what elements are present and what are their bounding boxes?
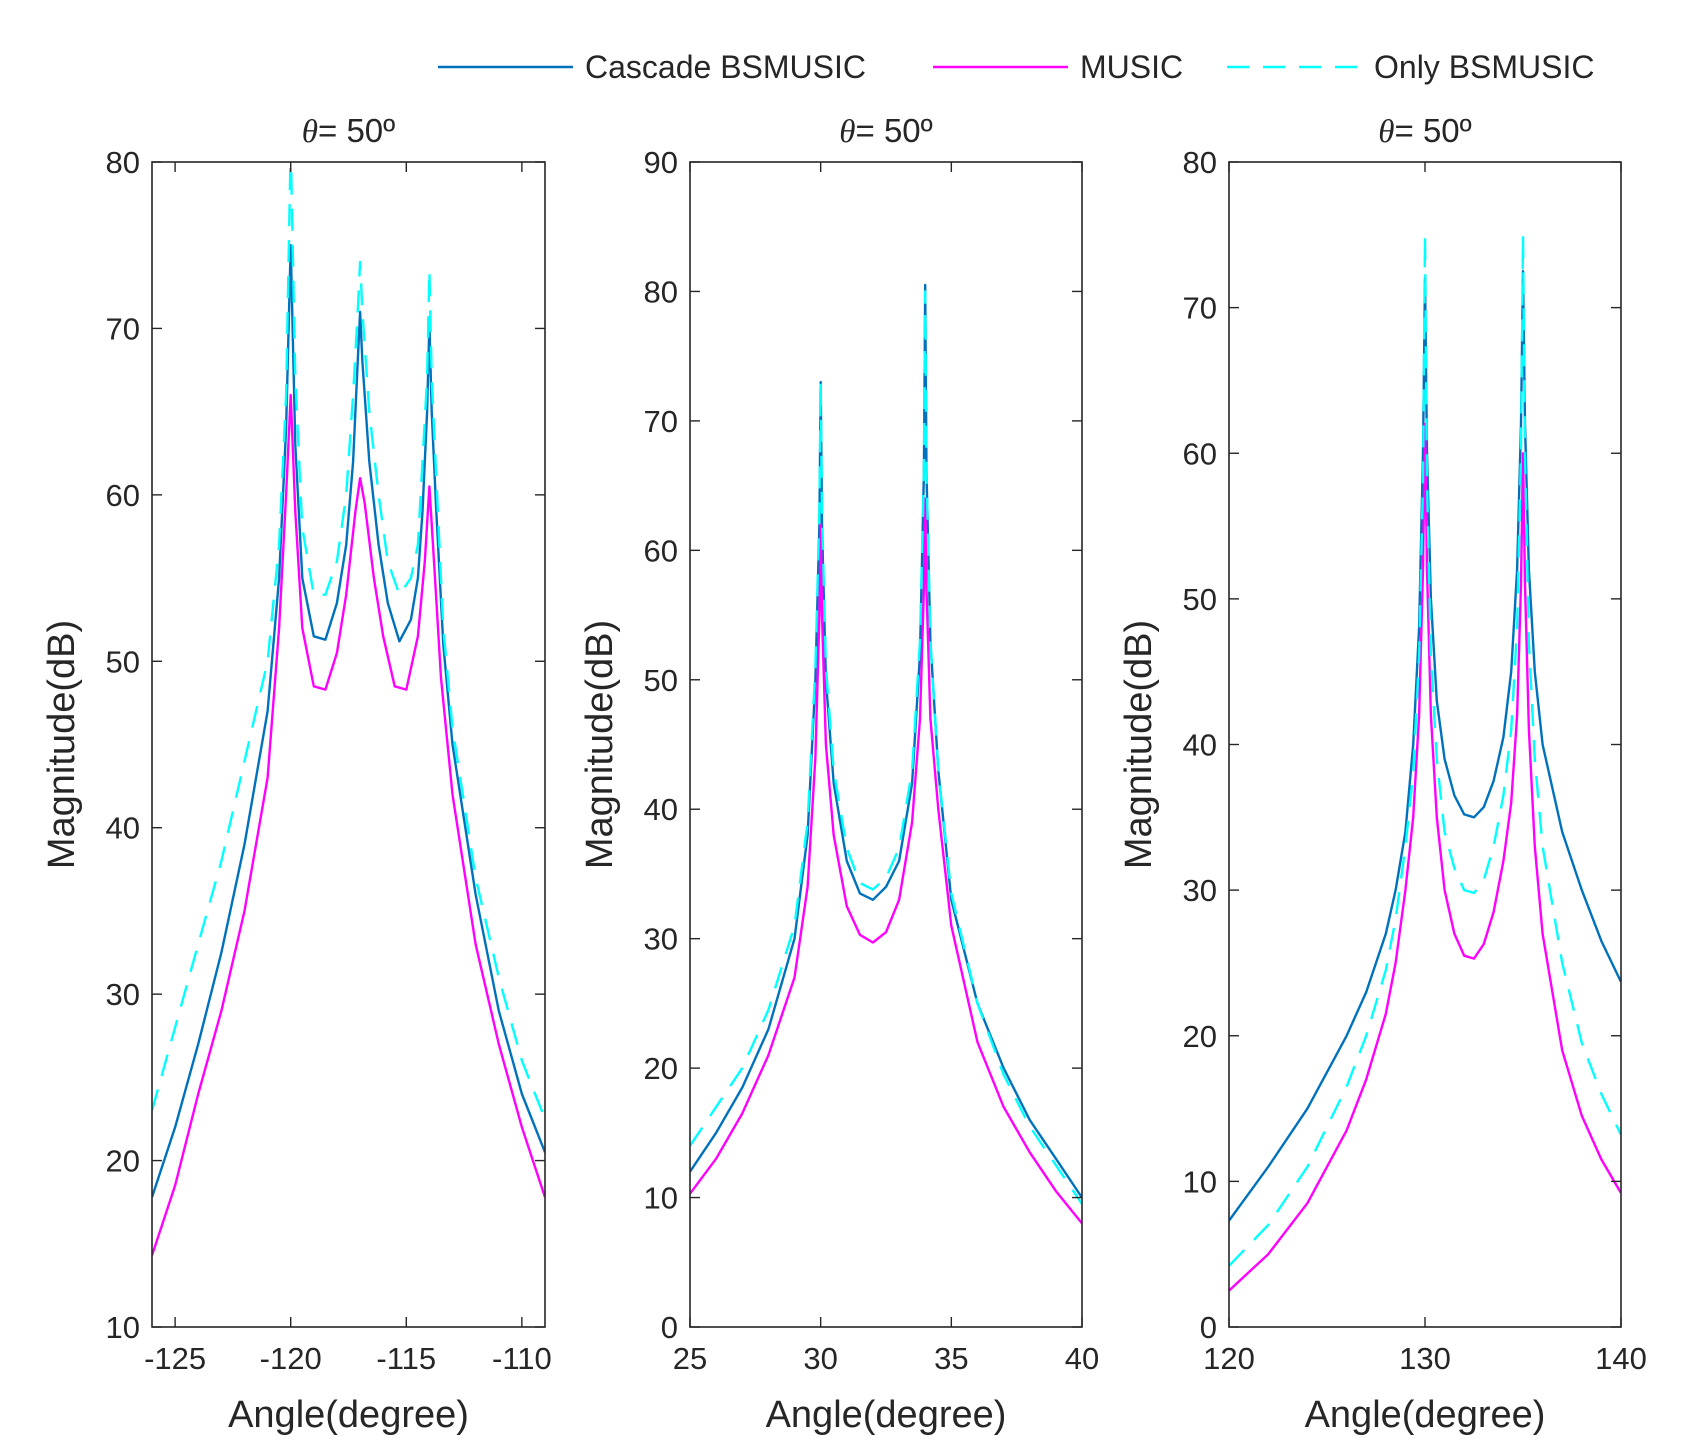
x-tick-label: -110 (492, 1341, 552, 1376)
y-axis-label: Magnitude(dB) (579, 620, 621, 869)
x-tick-label: 120 (1203, 1341, 1255, 1376)
y-tick-label: 40 (106, 811, 140, 846)
plot-area (152, 162, 545, 1256)
y-tick-label: 40 (1183, 728, 1217, 763)
y-tick-label: 20 (644, 1051, 678, 1086)
y-tick-label: 30 (644, 922, 678, 957)
y-tick-label: 10 (644, 1181, 678, 1216)
axes-box (689, 161, 1083, 1328)
panel-3: 0 10 20 30 40 50 60 70 80 120 130 140 Angle(degree) M… (1118, 112, 1647, 1436)
axes-box (151, 161, 546, 1328)
legend: Cascade BSMUSIC MUSIC Only BSMUSIC (438, 49, 1594, 85)
y-tick-label: 90 (644, 145, 678, 180)
series-line-only (1229, 233, 1621, 1267)
x-tick-label: -120 (260, 1341, 322, 1376)
series-line-only (690, 290, 1082, 1205)
x-tick-label: 130 (1399, 1341, 1451, 1376)
y-axis-label: Magnitude(dB) (41, 620, 83, 869)
panel-1: 10 20 30 40 50 60 70 80 -125 -120 -115 -110 Angle(de… (41, 112, 552, 1436)
x-tick-label: 35 (934, 1341, 968, 1376)
y-tick-label: 50 (644, 663, 678, 698)
series-line-music (1229, 422, 1621, 1292)
x-tick-label: 140 (1595, 1341, 1647, 1376)
y-tick-label: 60 (106, 478, 140, 513)
legend-label-0: Cascade BSMUSIC (585, 49, 866, 85)
x-tick-label: 25 (673, 1341, 707, 1376)
chart-panels: 10 20 30 40 50 60 70 80 -125 -120 -115 -110 Angle(de… (41, 112, 1647, 1436)
x-axis-label: Angle(degree) (228, 1394, 469, 1436)
x-tick-label: 30 (803, 1341, 837, 1376)
y-tick-label: 20 (1183, 1019, 1217, 1054)
y-axis-label: Magnitude(dB) (1118, 620, 1160, 869)
panel-title: θ= 50º (839, 112, 932, 150)
series-line-cascade (1229, 270, 1621, 1222)
x-axis-label: Angle(degree) (766, 1394, 1007, 1436)
x-axis-label: Angle(degree) (1305, 1394, 1546, 1436)
y-tick-label: 70 (644, 404, 678, 439)
legend-label-1: MUSIC (1080, 49, 1183, 85)
y-tick-label: 50 (1183, 582, 1217, 617)
plot-area (1229, 233, 1621, 1292)
y-tick-label: 70 (1183, 291, 1217, 326)
y-tick-label: 10 (1183, 1164, 1217, 1199)
y-tick-label: 0 (661, 1310, 678, 1345)
x-tick-label: -125 (144, 1341, 206, 1376)
x-tick-label: 40 (1065, 1341, 1099, 1376)
y-tick-label: 80 (1183, 145, 1217, 180)
panel-title: θ= 50º (1378, 112, 1471, 150)
y-tick-label: 80 (644, 274, 678, 309)
y-tick-label: 30 (1183, 873, 1217, 908)
series-line-cascade (690, 283, 1082, 1199)
y-tick-label: 30 (106, 977, 140, 1012)
y-tick-label: 80 (106, 145, 140, 180)
panel-2: 0 10 20 30 40 50 60 70 80 90 25 30 35 40 Angle(degree)… (579, 112, 1099, 1436)
y-tick-label: 20 (106, 1144, 140, 1179)
series-line-only (152, 162, 545, 1120)
series-line-cascade (152, 244, 545, 1198)
y-tick-label: 70 (106, 311, 140, 346)
series-line-music (152, 393, 545, 1256)
y-tick-label: 40 (644, 792, 678, 827)
y-tick-label: 10 (106, 1310, 140, 1345)
y-tick-label: 50 (106, 644, 140, 679)
y-tick-label: 60 (1183, 436, 1217, 471)
y-tick-label: 60 (644, 533, 678, 568)
plot-area (690, 283, 1082, 1225)
y-tick-label: 0 (1200, 1310, 1217, 1345)
x-tick-label: -115 (376, 1341, 436, 1376)
legend-label-2: Only BSMUSIC (1374, 49, 1594, 85)
series-line-music (690, 497, 1082, 1225)
panel-title: θ= 50º (302, 112, 395, 150)
